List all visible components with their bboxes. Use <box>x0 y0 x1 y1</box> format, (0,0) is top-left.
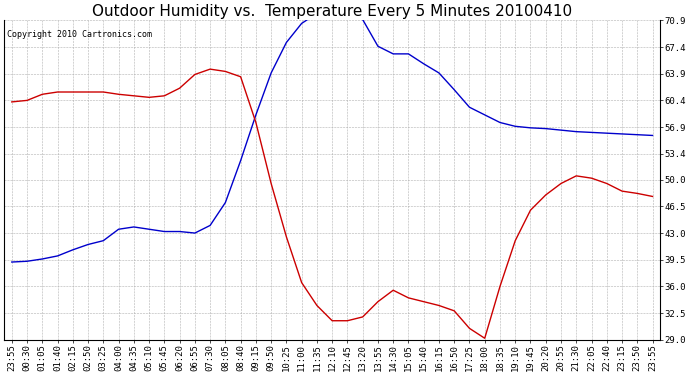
Text: Copyright 2010 Cartronics.com: Copyright 2010 Cartronics.com <box>8 30 152 39</box>
Title: Outdoor Humidity vs.  Temperature Every 5 Minutes 20100410: Outdoor Humidity vs. Temperature Every 5… <box>92 4 572 19</box>
